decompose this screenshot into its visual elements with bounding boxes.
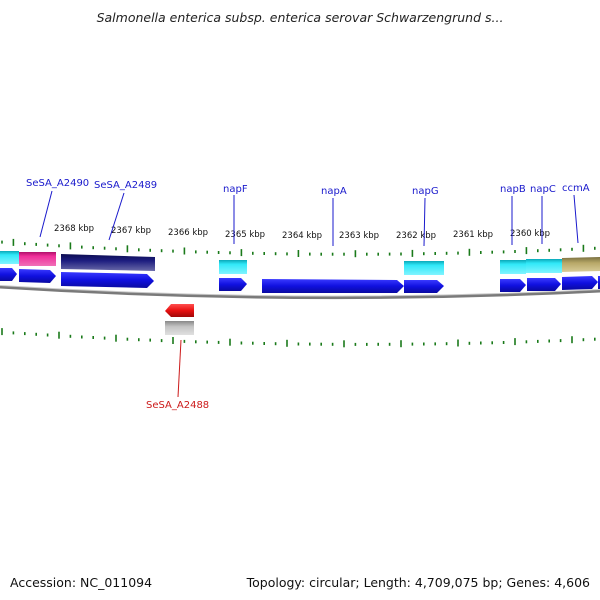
scale-label: 2360 kbp (510, 229, 550, 239)
scale-label: 2365 kbp (225, 230, 265, 240)
accession-label: Accession: NC_011094 (10, 575, 153, 590)
cds-arrow[interactable] (262, 279, 404, 293)
cds-arrow[interactable] (19, 269, 56, 283)
gene-label[interactable]: napF (223, 184, 248, 195)
outer-tick-track (1, 238, 596, 258)
gene-label[interactable]: SeSA_A2488 (146, 400, 209, 411)
scale-label: 2363 kbp (339, 231, 379, 241)
scale-labels: 2368 kbp 2367 kbp 2366 kbp 2365 kbp 2364… (54, 224, 550, 241)
scale-label: 2364 kbp (282, 231, 322, 241)
feature-block-olive[interactable] (562, 257, 600, 272)
inner-tick-track (1, 328, 596, 348)
feature-block-cyan[interactable] (0, 251, 19, 264)
cog-feature-row[interactable] (0, 251, 600, 275)
genome-backbone-highlight (0, 285, 600, 297)
feature-block-cyan[interactable] (219, 260, 247, 274)
scale-label: 2368 kbp (54, 224, 94, 234)
forward-cds-row[interactable] (0, 268, 600, 293)
scale-label: 2366 kbp (168, 228, 208, 238)
cds-arrow[interactable] (0, 268, 17, 281)
feature-block-navy[interactable] (61, 254, 155, 271)
gene-label[interactable]: napC (530, 184, 556, 195)
cds-arrow[interactable] (500, 279, 526, 292)
genome-summary: Topology: circular; Length: 4,709,075 bp… (246, 575, 590, 590)
feature-block-magenta[interactable] (19, 252, 56, 266)
gene-labels-forward[interactable]: SeSA_A2490 SeSA_A2489 napF napA napG nap… (26, 178, 590, 197)
label-leader-reverse (177, 339, 182, 398)
feature-block-cyan[interactable] (404, 261, 444, 275)
gene-label[interactable]: SeSA_A2490 (26, 178, 89, 189)
gene-label[interactable]: napB (500, 184, 526, 195)
gene-label[interactable]: SeSA_A2489 (94, 180, 157, 191)
gene-label[interactable]: napG (412, 186, 439, 197)
genome-backbone (0, 285, 600, 300)
label-leaders (39, 190, 579, 247)
gene-label[interactable]: napA (321, 186, 347, 197)
scale-label: 2367 kbp (111, 226, 151, 236)
scale-label: 2362 kbp (396, 231, 436, 241)
gene-labels-reverse[interactable]: SeSA_A2488 (146, 400, 209, 411)
cds-arrow-reverse[interactable] (165, 304, 194, 317)
gene-label[interactable]: ccmA (562, 183, 590, 194)
cds-arrow[interactable] (527, 278, 561, 291)
cds-arrow[interactable] (61, 272, 154, 288)
reverse-strand-row[interactable] (165, 304, 194, 335)
feature-block-gray[interactable] (165, 321, 194, 335)
scale-label: 2361 kbp (453, 230, 493, 240)
cds-arrow[interactable] (404, 280, 444, 293)
cds-arrow[interactable] (219, 278, 247, 291)
cds-arrow[interactable] (562, 276, 598, 290)
feature-block-cyan[interactable] (526, 259, 562, 273)
map-title: Salmonella enterica subsp. enterica sero… (96, 10, 504, 25)
feature-block-cyan[interactable] (500, 260, 526, 274)
